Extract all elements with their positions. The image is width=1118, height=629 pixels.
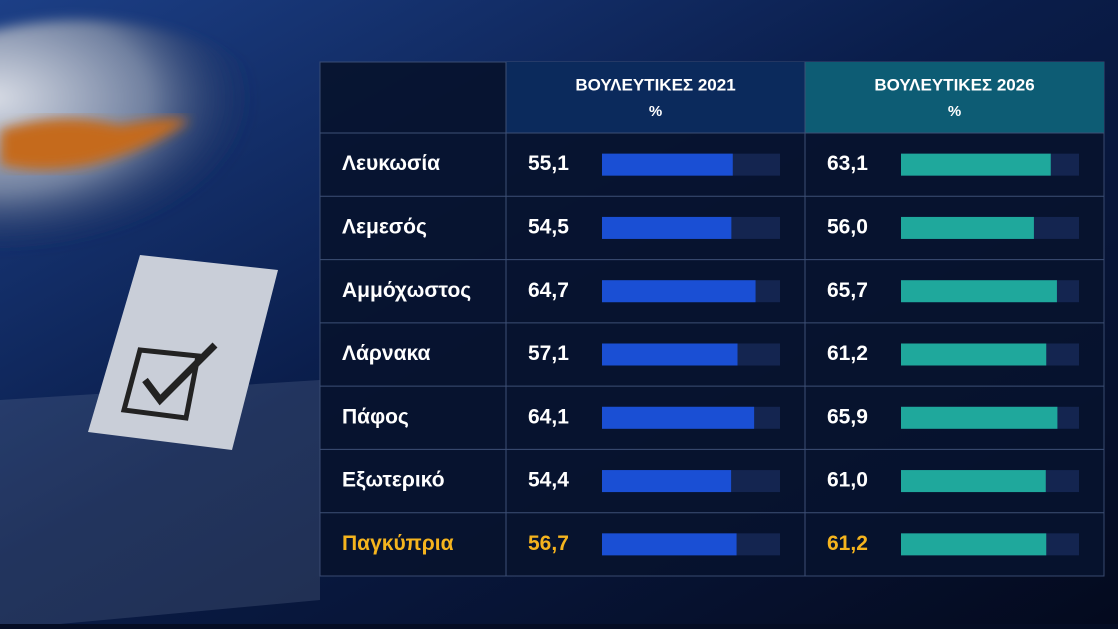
value-label: 61,0 [827, 469, 868, 492]
value-label: 61,2 [827, 342, 868, 365]
row-label: Αμμόχωστος [342, 279, 471, 302]
bar [901, 280, 1057, 303]
value-label: 63,1 [827, 152, 868, 175]
column-header [506, 62, 805, 133]
row-label: Λεμεσός [342, 215, 427, 238]
value-label: 65,9 [827, 405, 868, 428]
row-label: Λευκωσία [342, 152, 440, 175]
flag-island [0, 118, 190, 170]
bar [602, 343, 738, 366]
check-mark [142, 342, 218, 406]
bar [901, 406, 1058, 429]
column-unit: % [948, 103, 961, 120]
row-label: Λάρνακα [342, 342, 431, 365]
bar [602, 280, 756, 303]
table [319, 61, 1105, 577]
column-header [805, 62, 1104, 133]
row-label: Εξωτερικό [342, 469, 445, 492]
value-label: 54,5 [528, 215, 569, 238]
bar [602, 216, 732, 239]
column-unit: % [649, 103, 662, 120]
bar [602, 406, 755, 429]
ballot-box [0, 380, 320, 624]
column-title: ΒΟΥΛΕΥΤΙΚΕΣ 2021 [575, 75, 735, 94]
bar [901, 533, 1047, 556]
bar [602, 533, 737, 556]
value-label: 64,1 [528, 405, 569, 428]
bar [901, 343, 1047, 366]
row-label: Πάφος [342, 405, 409, 428]
value-label: 54,4 [528, 469, 569, 492]
value-label: 55,1 [528, 152, 569, 175]
bar [602, 470, 732, 493]
flag [0, 20, 300, 280]
row-label: Παγκύπρια [342, 532, 454, 555]
value-label: 65,7 [827, 279, 868, 302]
value-label: 56,7 [528, 532, 569, 555]
check-box [120, 347, 201, 421]
value-label: 61,2 [827, 532, 868, 555]
table-content: ΒΟΥΛΕΥΤΙΚΕΣ 2021% ΒΟΥΛΕΥΤΙΚΕΣ 2026% Λευκωσ… [320, 62, 1104, 576]
column-title: ΒΟΥΛΕΥΤΙΚΕΣ 2026 [874, 75, 1034, 94]
bar [901, 153, 1051, 176]
value-label: 57,1 [528, 342, 569, 365]
bar [901, 216, 1034, 239]
value-label: 56,0 [827, 215, 868, 238]
bar [901, 470, 1046, 493]
value-label: 64,7 [528, 279, 569, 302]
bar [602, 153, 733, 176]
